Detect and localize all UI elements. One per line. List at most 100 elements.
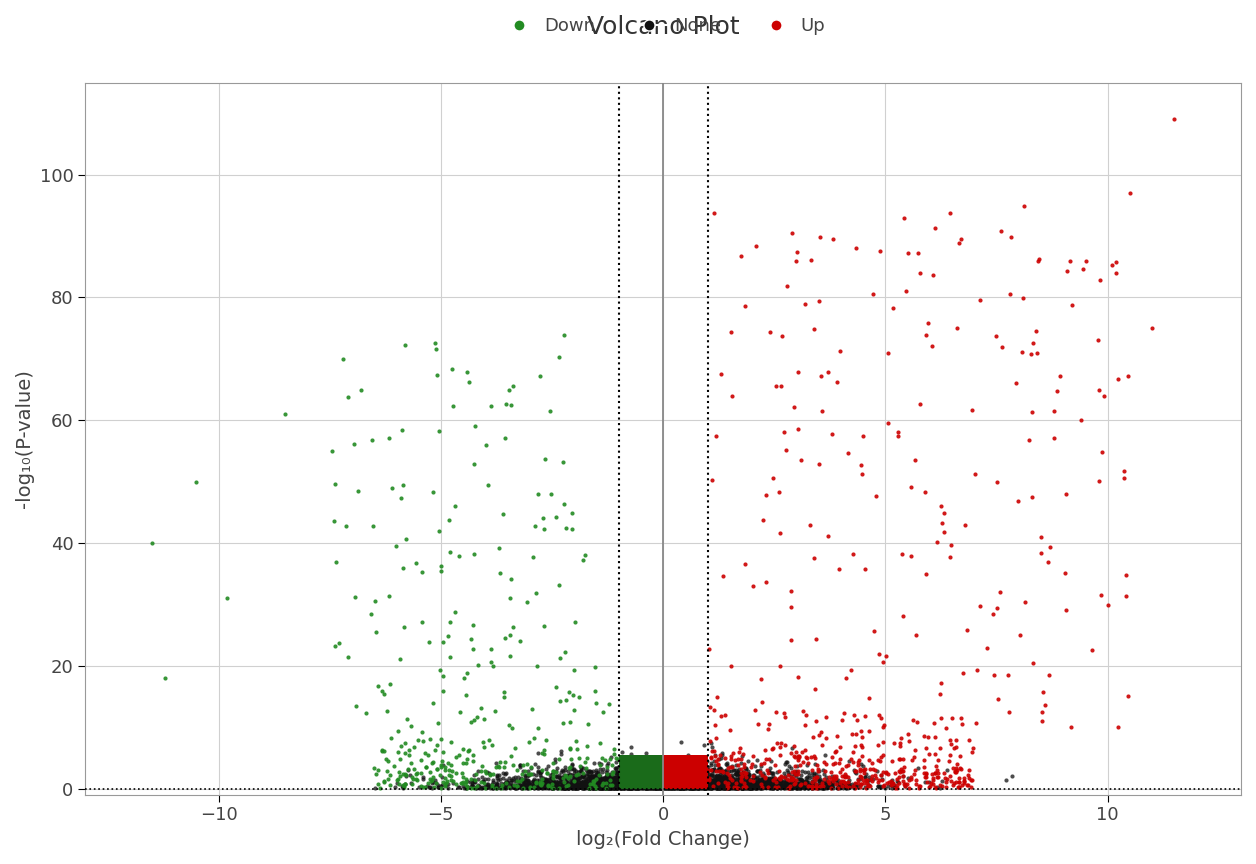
Point [695,772,715,785]
Point [732,779,752,793]
Point [647,777,667,791]
Point [705,780,725,794]
Point [692,776,712,790]
Point [880,775,901,789]
Point [565,768,585,782]
Point [578,772,598,786]
Point [633,770,653,784]
Point [516,769,536,783]
Point [563,775,583,789]
Point [786,779,806,793]
Point [571,781,592,795]
Point [666,767,686,781]
Point [779,779,799,793]
Point [515,775,535,789]
Point [480,779,500,793]
Point [823,757,843,771]
Point [558,781,578,795]
Point [723,764,744,778]
Point [617,778,637,791]
Point [848,773,868,787]
Point [745,775,765,789]
Point [652,763,672,777]
Point [751,776,771,790]
Point [495,778,515,792]
Point [613,769,633,783]
Point [777,779,798,793]
Point [592,766,612,779]
Point [668,754,688,768]
Point [845,780,865,794]
Point [674,778,695,791]
Point [619,781,639,795]
Point [604,781,624,795]
Point [708,771,728,785]
Point [785,750,805,764]
Point [971,599,991,613]
Point [673,752,693,766]
Point [604,778,624,792]
Point [735,782,755,796]
Point [625,781,646,795]
Point [703,779,723,793]
Point [605,777,625,791]
Point [452,776,472,790]
Point [737,781,757,795]
Point [711,770,731,784]
Point [517,779,538,793]
Point [541,778,561,791]
Point [510,774,530,788]
Point [549,781,569,795]
Point [741,779,761,793]
Point [539,772,559,786]
Point [713,779,734,793]
Point [633,759,653,772]
Point [718,775,739,789]
Point [551,780,571,794]
Point [593,774,613,788]
Point [906,454,926,467]
Point [631,774,651,788]
Point [637,753,657,767]
Point [663,768,683,782]
Point [570,780,590,794]
Point [836,769,857,783]
Point [413,734,433,747]
Point [786,781,806,795]
Point [894,760,914,774]
Point [695,770,715,784]
Point [607,778,627,791]
Point [715,772,735,785]
Point [746,764,766,778]
Point [786,778,806,792]
Point [585,777,605,791]
Point [685,778,705,792]
Point [746,779,766,793]
Point [388,746,408,759]
Point [739,780,759,794]
Point [770,740,790,754]
Point [623,780,643,794]
Point [504,779,524,793]
Point [764,775,784,789]
Point [707,777,727,791]
Point [713,770,734,784]
Point [619,779,639,793]
Point [667,779,687,793]
Point [661,771,681,785]
Point [835,671,855,685]
Point [549,781,569,795]
Point [844,780,864,794]
Point [692,771,712,785]
Point [641,778,661,791]
Point [368,778,388,791]
Point [671,775,691,789]
Point [779,781,799,795]
Point [668,776,688,790]
Point [666,772,686,785]
Point [551,771,571,785]
Point [702,780,722,794]
Point [762,779,782,793]
Point [628,781,648,795]
Point [632,777,652,791]
